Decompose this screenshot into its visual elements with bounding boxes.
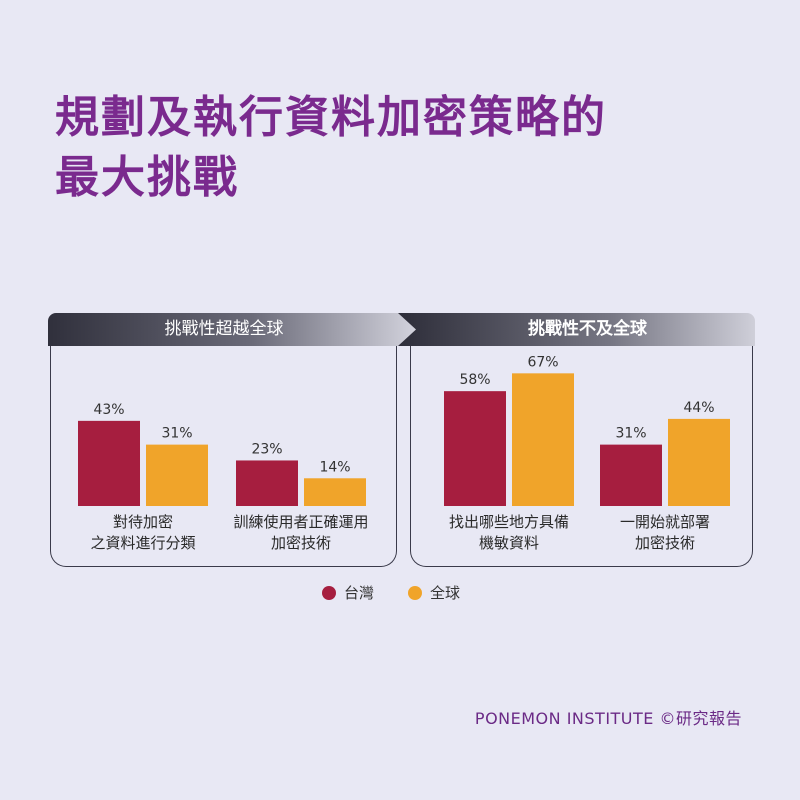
source-credit: PONEMON INSTITUTE ©研究報告 [474, 709, 742, 728]
right-group-label: 挑戰性不及全球 [528, 319, 647, 339]
data-label-taiwan-3: 31% [615, 426, 646, 442]
right-group-panel [410, 345, 753, 567]
legend-label-global: 全球 [430, 584, 461, 602]
title-line-1: 規劃及執行資料加密策略的 [55, 92, 607, 143]
left-group-panel [50, 345, 397, 567]
category-label-0-line-0: 對待加密 [113, 513, 173, 531]
data-label-taiwan-2: 58% [459, 372, 490, 388]
bar-global-3 [668, 418, 730, 506]
data-label-global-1: 14% [319, 459, 350, 475]
data-label-global-3: 44% [683, 400, 714, 416]
data-label-global-2: 67% [527, 354, 558, 370]
bar-global-0 [146, 444, 208, 506]
legend-item-taiwan: 台灣 [322, 582, 374, 603]
right-group-banner [398, 313, 755, 346]
bar-taiwan-0 [78, 420, 140, 506]
legend-swatch-global [408, 585, 423, 600]
category-label-1-line-0: 訓練使用者正確運用 [233, 513, 368, 531]
legend-label-taiwan: 台灣 [344, 584, 375, 602]
legend-swatch-taiwan [322, 585, 336, 600]
category-label-3-line-0: 一開始就部署 [620, 513, 710, 531]
left-group-label: 挑戰性超越全球 [164, 319, 284, 339]
category-label-1-line-1: 加密技術 [271, 534, 331, 552]
title-line-2: 最大挑戰 [55, 152, 239, 203]
bar-taiwan-2 [444, 391, 506, 506]
bar-global-1 [304, 478, 366, 506]
bar-taiwan-1 [236, 460, 298, 506]
category-label-2-line-1: 機敏資料 [479, 534, 539, 552]
category-label-3-line-1: 加密技術 [635, 534, 695, 552]
page-title: 規劃及執行資料加密策略的 最大挑戰 [55, 88, 607, 208]
data-label-taiwan-0: 43% [93, 402, 124, 418]
data-label-taiwan-1: 23% [251, 441, 282, 457]
category-label-2-line-0: 找出哪些地方具備 [449, 513, 569, 531]
legend-item-global: 全球 [408, 582, 460, 603]
category-label-0-line-1: 之資料進行分類 [90, 534, 195, 552]
bar-taiwan-3 [600, 444, 662, 506]
legend: 台灣 全球 [322, 582, 494, 603]
bar-global-2 [512, 373, 574, 506]
data-label-global-0: 31% [161, 426, 192, 442]
left-group-banner [48, 313, 418, 346]
